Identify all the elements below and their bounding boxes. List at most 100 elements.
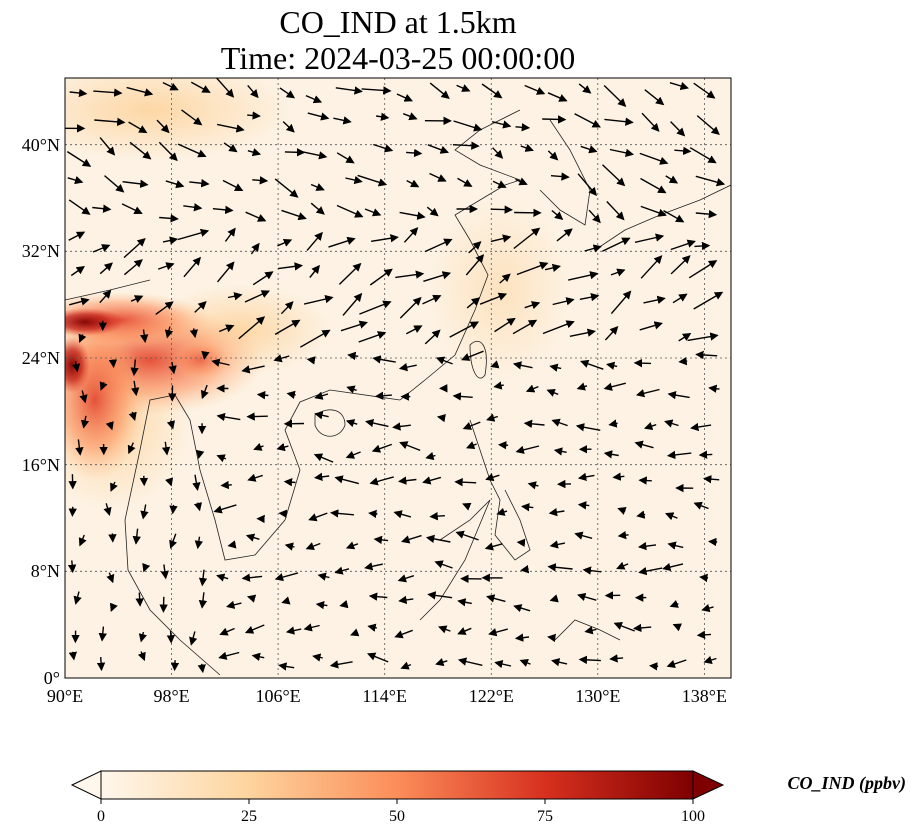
wind-arrow <box>358 331 387 343</box>
wind-arrow <box>490 205 513 214</box>
colorbar-tick-label: 75 <box>537 808 553 825</box>
wind-arrow <box>609 148 635 157</box>
wind-arrow <box>491 120 512 129</box>
wind-arrow <box>455 530 479 541</box>
wind-arrow <box>197 663 206 674</box>
wind-arrow <box>305 94 323 104</box>
wind-arrow <box>68 231 86 241</box>
map-subtitle: Time: 2024-03-25 00:00:00 <box>220 40 576 76</box>
wind-arrow <box>527 481 539 490</box>
wind-arrow <box>678 332 692 342</box>
wind-arrow <box>169 504 178 515</box>
wind-arrow <box>67 176 84 185</box>
wind-arrow <box>584 244 602 253</box>
wind-arrow <box>608 419 618 428</box>
wind-arrow <box>92 204 112 213</box>
wind-arrow <box>493 381 504 390</box>
wind-arrow <box>638 541 657 551</box>
wind-arrow <box>247 473 263 482</box>
wind-arrow <box>579 293 600 302</box>
wind-arrow <box>104 175 125 193</box>
wind-arrow <box>156 119 170 134</box>
wind-arrow <box>434 560 453 569</box>
wind-arrow <box>277 238 293 247</box>
wind-arrow <box>670 239 696 251</box>
wind-arrow <box>371 443 393 453</box>
wind-arrow <box>516 538 526 547</box>
wind-arrow <box>110 481 118 492</box>
wind-arrow <box>222 179 244 191</box>
wind-arrow <box>422 294 442 305</box>
wind-arrow <box>670 121 686 137</box>
wind-arrow <box>542 320 575 335</box>
wind-arrow <box>694 241 711 251</box>
wind-arrow <box>274 178 299 198</box>
wind-arrow <box>168 361 177 375</box>
wind-arrow <box>73 591 82 605</box>
wind-arrow <box>427 591 453 600</box>
wind-arrow <box>436 413 446 423</box>
wind-arrow <box>165 180 185 189</box>
wind-arrow <box>314 411 329 420</box>
wind-arrow <box>424 238 453 253</box>
wind-arrow <box>438 625 451 634</box>
wind-arrow <box>251 652 265 662</box>
wind-arrow <box>578 655 601 665</box>
wind-arrow <box>457 177 473 187</box>
lon-tick-label: 122°E <box>469 686 514 706</box>
wind-arrow <box>274 572 299 582</box>
wind-arrow <box>250 242 260 255</box>
wind-arrow <box>169 533 178 549</box>
wind-arrow <box>602 164 626 187</box>
wind-arrow <box>368 592 388 601</box>
wind-arrow <box>454 477 477 487</box>
wind-arrow <box>515 445 540 454</box>
map-frame <box>64 77 732 679</box>
wind-arrow <box>696 115 720 136</box>
wind-arrow <box>547 150 559 161</box>
wind-arrow <box>662 562 684 572</box>
wind-arrow <box>667 541 684 550</box>
wind-arrow <box>462 502 472 511</box>
wind-arrow <box>456 84 471 92</box>
wind-arrow <box>399 296 422 319</box>
wind-arrow <box>399 211 426 220</box>
wind-arrow <box>633 358 652 368</box>
wind-arrow <box>633 623 652 633</box>
concentration-field <box>65 78 731 678</box>
wind-arrow <box>372 355 396 364</box>
wind-arrow <box>499 273 511 284</box>
wind-arrow <box>317 572 330 581</box>
wind-arrow <box>282 121 295 133</box>
wind-arrow <box>334 475 359 485</box>
wind-arrow <box>610 268 626 277</box>
colorbar-gradient <box>100 770 694 800</box>
wind-arrow <box>453 120 483 132</box>
wind-arrow <box>703 655 717 664</box>
wind-arrow <box>609 654 624 663</box>
wind-arrow <box>190 81 211 93</box>
wind-arrow <box>639 321 663 331</box>
wind-arrow <box>306 231 323 251</box>
wind-arrow <box>279 87 296 99</box>
wind-arrow <box>137 651 146 662</box>
wind-arrow <box>345 175 363 185</box>
wind-arrow <box>513 604 531 613</box>
wind-arrow <box>696 630 712 640</box>
wind-arrow <box>336 204 364 218</box>
wind-arrow <box>369 476 394 486</box>
wind-arrow <box>162 81 179 91</box>
wind-arrow <box>165 477 174 487</box>
wind-arrow <box>121 203 143 215</box>
wind-arrow <box>643 422 657 431</box>
wind-arrow <box>515 177 528 186</box>
wind-arrow <box>309 264 320 278</box>
wind-arrow <box>216 454 227 463</box>
lon-tick-label: 106°E <box>255 686 300 706</box>
wind-arrow <box>610 290 632 315</box>
wind-arrow <box>71 360 81 373</box>
wind-arrow <box>278 509 288 518</box>
wind-arrow <box>603 382 626 391</box>
wind-arrow <box>245 211 267 222</box>
wind-arrow <box>365 418 389 428</box>
